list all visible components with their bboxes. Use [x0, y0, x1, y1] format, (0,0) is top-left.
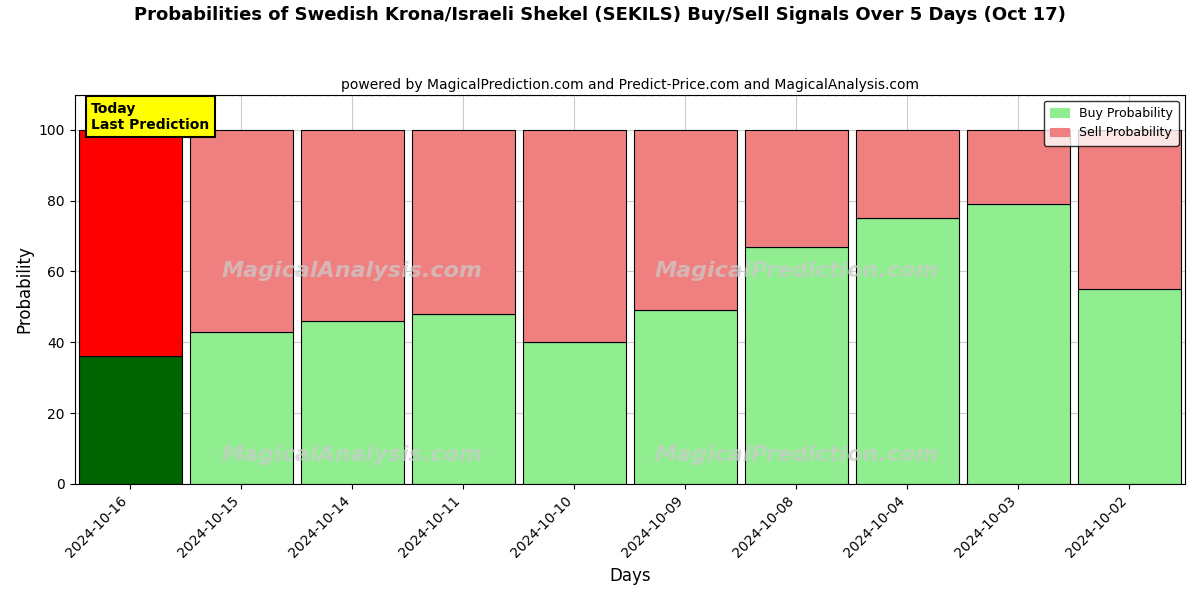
Title: powered by MagicalPrediction.com and Predict-Price.com and MagicalAnalysis.com: powered by MagicalPrediction.com and Pre… [341, 78, 919, 92]
Bar [745, 247, 848, 484]
Text: MagicalAnalysis.com: MagicalAnalysis.com [222, 262, 482, 281]
Bar [856, 218, 959, 484]
Bar [856, 130, 959, 218]
Bar [523, 130, 626, 342]
Text: MagicalPrediction.com: MagicalPrediction.com [654, 262, 938, 281]
Bar [190, 332, 293, 484]
Y-axis label: Probability: Probability [16, 245, 34, 333]
Bar [190, 130, 293, 332]
Legend: Buy Probability, Sell Probability: Buy Probability, Sell Probability [1044, 101, 1178, 146]
Bar [634, 130, 737, 310]
Bar [78, 356, 182, 484]
Bar [967, 130, 1070, 204]
Bar [634, 310, 737, 484]
Bar [1078, 130, 1181, 289]
Bar [301, 321, 404, 484]
Bar [78, 130, 182, 356]
Text: Probabilities of Swedish Krona/Israeli Shekel (SEKILS) Buy/Sell Signals Over 5 D: Probabilities of Swedish Krona/Israeli S… [134, 6, 1066, 24]
Bar [967, 204, 1070, 484]
Text: MagicalPrediction.com: MagicalPrediction.com [654, 445, 938, 466]
Bar [412, 130, 515, 314]
Bar [301, 130, 404, 321]
Bar [745, 130, 848, 247]
Text: Today
Last Prediction: Today Last Prediction [91, 101, 210, 132]
Bar [412, 314, 515, 484]
X-axis label: Days: Days [610, 567, 650, 585]
Bar [523, 342, 626, 484]
Bar [1078, 289, 1181, 484]
Text: MagicalAnalysis.com: MagicalAnalysis.com [222, 445, 482, 466]
